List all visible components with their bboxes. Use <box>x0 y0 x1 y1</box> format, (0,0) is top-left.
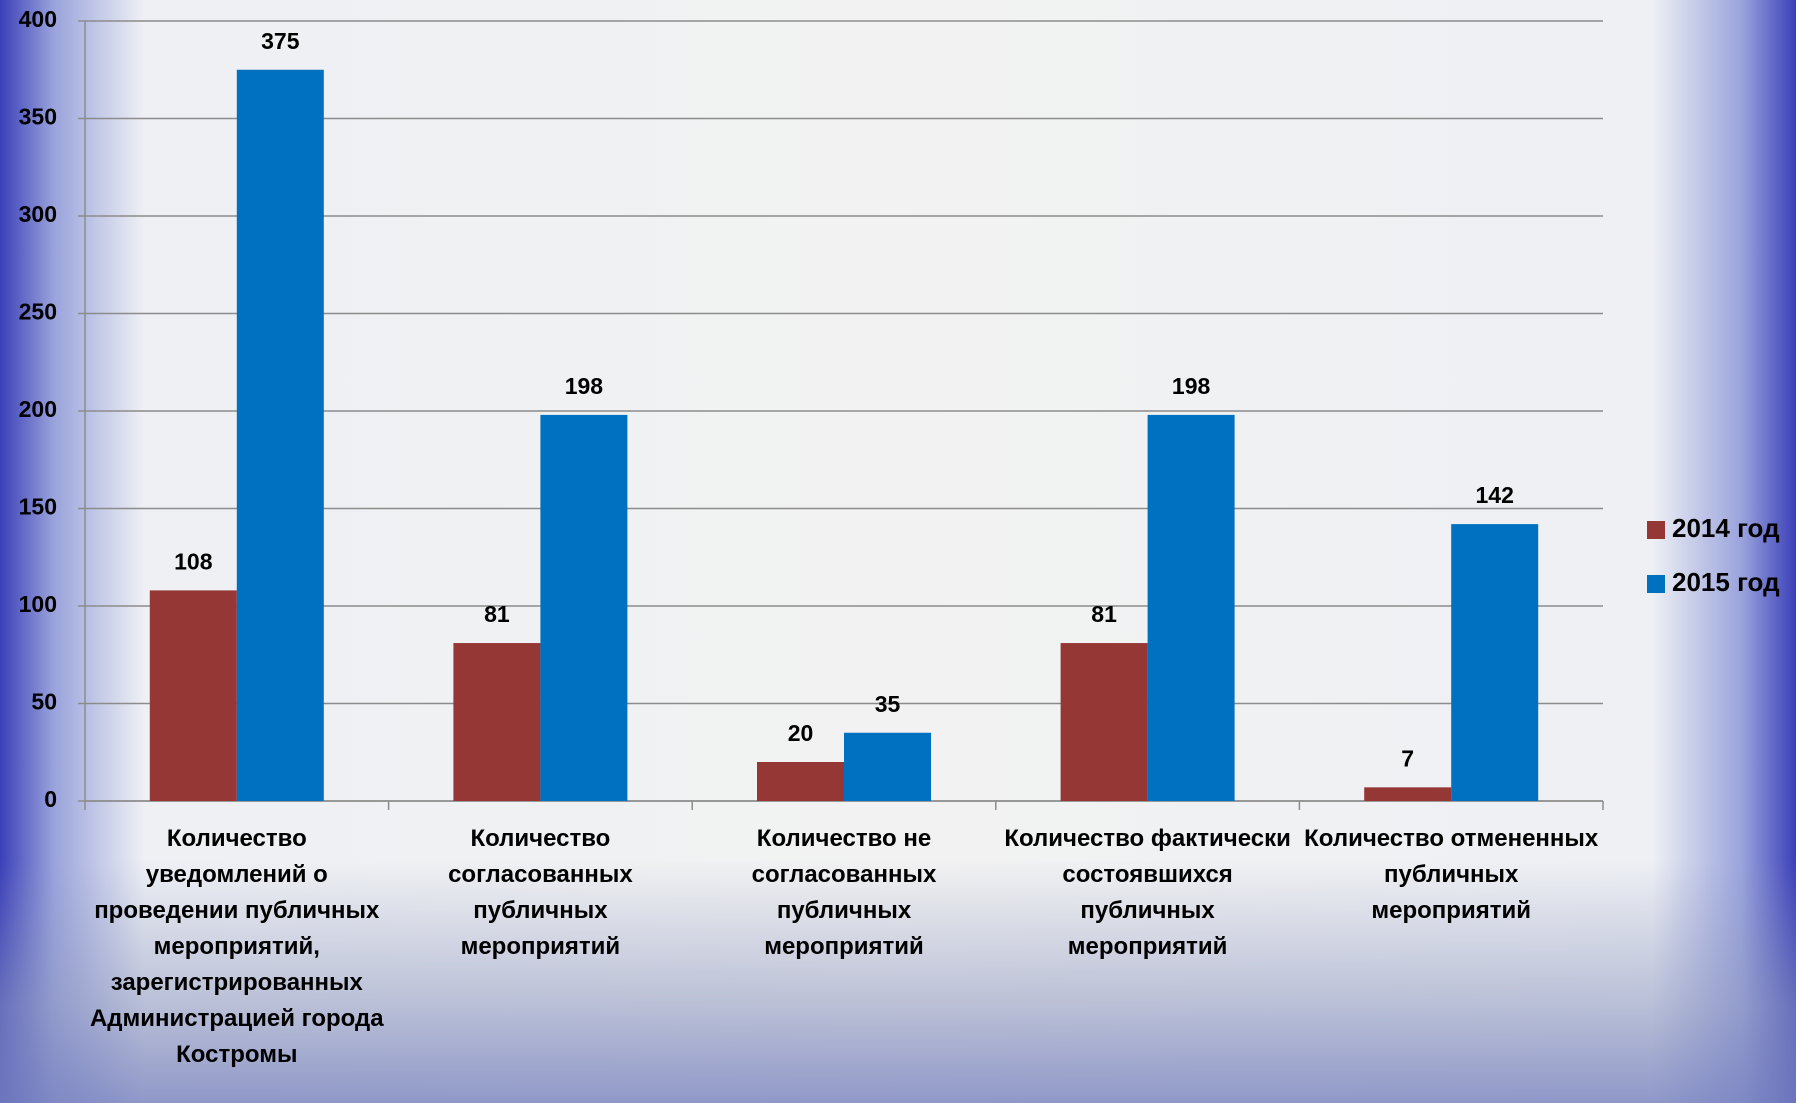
background-fade <box>0 860 1796 1103</box>
y-tick-label: 200 <box>19 396 57 422</box>
bar <box>1451 524 1539 801</box>
data-label: 142 <box>1476 482 1514 508</box>
x-tick-label: Количество фактически состоявшихся публи… <box>1004 825 1291 960</box>
bar <box>453 643 541 801</box>
bar <box>236 69 324 801</box>
y-tick-label: 400 <box>19 6 57 32</box>
legend-label: 2014 год <box>1672 513 1780 543</box>
legend-swatch <box>1647 521 1665 539</box>
y-tick-label: 250 <box>19 299 57 325</box>
data-label: 20 <box>788 720 814 746</box>
data-label: 7 <box>1401 745 1414 771</box>
data-label: 35 <box>875 691 901 717</box>
x-tick-label: Количество уведомлений о проведении публ… <box>89 825 384 1068</box>
legend-label: 2015 год <box>1672 567 1780 597</box>
y-tick-label: 50 <box>31 689 57 715</box>
y-tick-label: 100 <box>19 591 57 617</box>
data-label: 81 <box>1091 601 1117 627</box>
data-label: 198 <box>565 373 604 399</box>
y-tick-label: 0 <box>44 786 57 812</box>
bar <box>540 414 628 801</box>
bar <box>149 590 237 801</box>
legend-swatch <box>1647 575 1665 593</box>
y-tick-label: 350 <box>19 104 57 130</box>
data-label: 375 <box>261 28 300 54</box>
x-tick-label: Количество не согласованных публичных ме… <box>751 825 937 960</box>
y-tick-label: 150 <box>19 494 57 520</box>
bar <box>1060 643 1148 801</box>
bar <box>844 732 931 801</box>
y-tick-label: 300 <box>19 201 57 227</box>
bar <box>1147 414 1235 801</box>
data-label: 198 <box>1172 373 1211 399</box>
data-label: 108 <box>174 548 213 574</box>
x-tick-label: Количество согласованных публичных мероп… <box>448 825 633 960</box>
x-tick-label: Количество отмененных публичных мероприя… <box>1304 825 1599 924</box>
bar <box>757 762 844 801</box>
bar <box>1364 787 1452 801</box>
data-label: 81 <box>484 601 510 627</box>
